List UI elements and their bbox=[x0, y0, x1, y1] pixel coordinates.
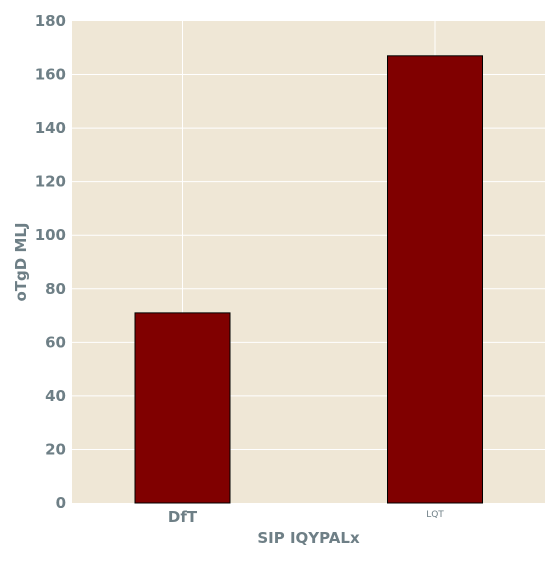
x-axis-ticks: DfT LQT bbox=[168, 508, 444, 526]
y-tick-label: 80 bbox=[45, 280, 66, 298]
y-tick-label: 160 bbox=[35, 66, 66, 84]
x-tick-label: LQT bbox=[426, 510, 444, 520]
y-tick-label: 100 bbox=[35, 226, 66, 244]
x-tick-label: DfT bbox=[168, 508, 198, 526]
bar-dft bbox=[134, 312, 231, 504]
bars bbox=[134, 55, 483, 504]
y-tick-label: 20 bbox=[45, 440, 66, 458]
y-axis-title: oTgD MLJ bbox=[12, 222, 30, 301]
y-tick-label: 120 bbox=[35, 173, 66, 191]
bar-lqt bbox=[387, 55, 483, 504]
y-axis-ticks: 0 20 40 60 80 100 120 140 160 180 bbox=[35, 12, 66, 512]
x-axis-title: SIP IQYPALx bbox=[257, 529, 360, 547]
y-tick-label: 180 bbox=[35, 12, 66, 30]
y-tick-label: 0 bbox=[56, 494, 66, 512]
y-tick-label: 140 bbox=[35, 119, 66, 137]
y-tick-label: 40 bbox=[45, 387, 66, 405]
y-tick-label: 60 bbox=[45, 333, 66, 351]
